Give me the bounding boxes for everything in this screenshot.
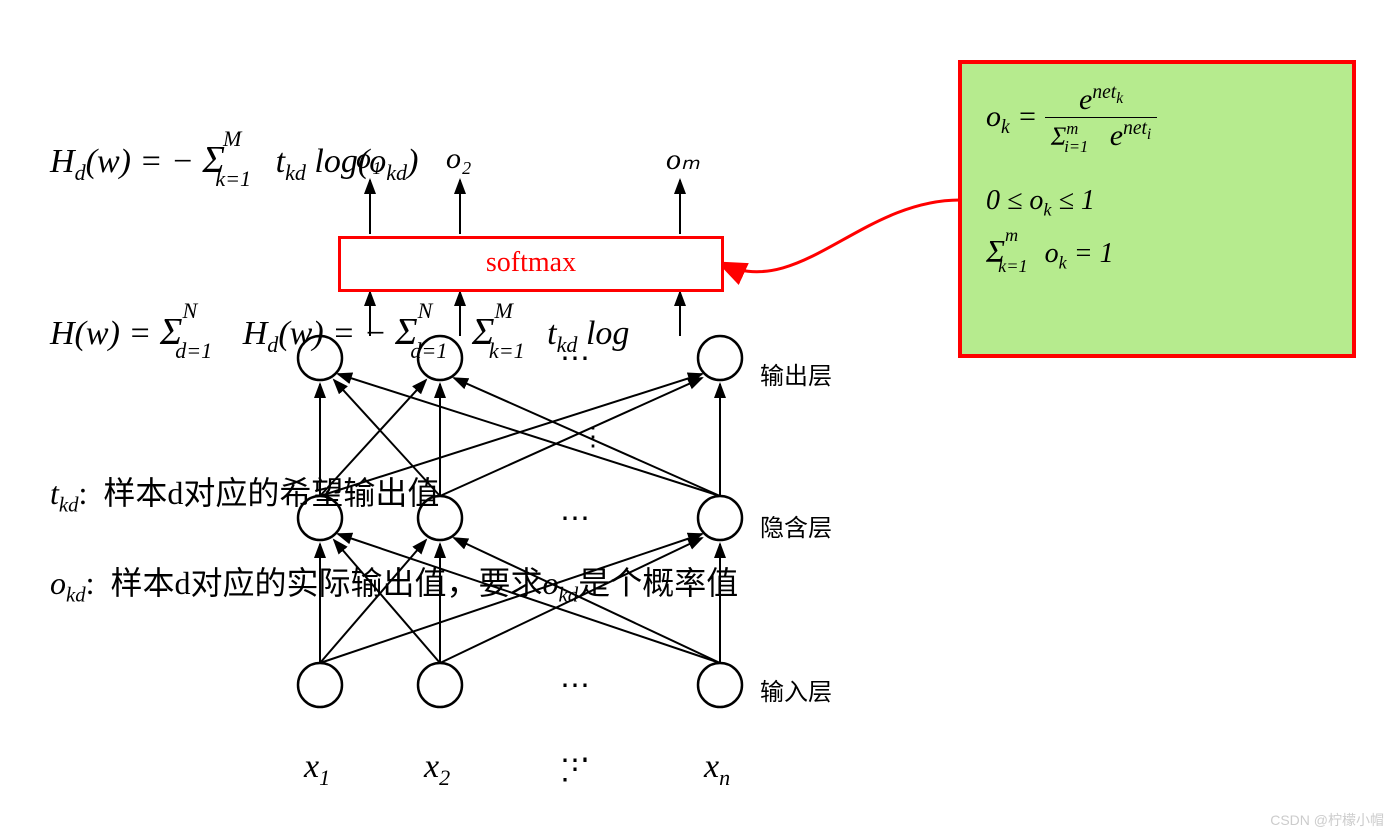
input-dots: ⋰ [560,752,590,787]
input-x2: x2 [424,748,450,791]
label-input-layer: 输入层 [760,672,832,707]
label-output-layer: 输出层 [760,356,832,391]
softmax-formula: ok = enetk Σmi=1 eneti [986,82,1328,157]
softmax-range: 0 ≤ ok ≤ 1 [986,185,1328,221]
output-om: oₘ [666,142,700,177]
svg-text:⋮: ⋮ [580,422,606,451]
input-xn: xn [704,748,730,791]
tkd-desc: 样本d对应的希望输出值 [103,475,439,511]
softmax-label: softmax [486,247,576,278]
okd-row: okd: 样本d对应的实际输出值，要求okd是个概率值 [50,558,738,607]
output-o1: o₁ [356,142,381,176]
tkd-row: tkd: 样本d对应的希望输出值 [50,468,439,517]
svg-text:⋯: ⋯ [560,669,590,702]
label-hidden-layer: 隐含层 [760,508,832,543]
output-o2: o₂ [446,142,471,176]
tkd-symbol: tkd [50,475,79,511]
svg-text:⋯: ⋯ [560,502,590,535]
okd-symbol: okd [50,565,86,601]
formula-Hw: H(w) = ΣNd=1 Hd(w) = − ΣNd=1 ΣMk=1 tkd l… [50,310,629,358]
watermark: CSDN @柠檬小帽 [1270,810,1384,830]
okd-desc: 样本d对应的实际输出值，要求okd是个概率值 [111,565,739,601]
input-x1: x1 [304,748,330,791]
softmax-sum: Σmk=1 ok = 1 [986,233,1328,274]
softmax-definition-box: ok = enetk Σmi=1 eneti 0 ≤ ok ≤ 1 Σmk=1 … [958,60,1356,358]
softmax-box: softmax [338,236,724,292]
